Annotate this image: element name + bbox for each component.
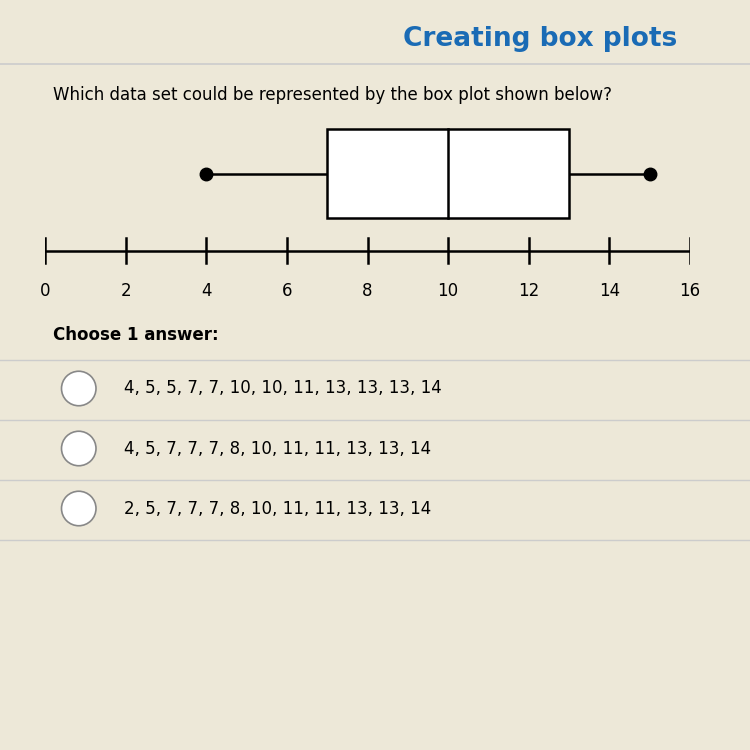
Text: 14: 14 bbox=[598, 282, 620, 300]
Text: 16: 16 bbox=[680, 282, 700, 300]
Text: 4: 4 bbox=[201, 282, 211, 300]
Text: 2, 5, 7, 7, 7, 8, 10, 11, 11, 13, 13, 14: 2, 5, 7, 7, 7, 8, 10, 11, 11, 13, 13, 14 bbox=[124, 500, 431, 517]
Text: 4, 5, 5, 7, 7, 10, 10, 11, 13, 13, 13, 14: 4, 5, 5, 7, 7, 10, 10, 11, 13, 13, 13, 1… bbox=[124, 380, 442, 398]
Text: 6: 6 bbox=[282, 282, 292, 300]
Text: B: B bbox=[74, 442, 83, 455]
Text: Creating box plots: Creating box plots bbox=[403, 26, 677, 53]
Bar bbox=[327, 129, 569, 218]
Text: A: A bbox=[74, 382, 83, 395]
Text: 12: 12 bbox=[518, 282, 539, 300]
Text: 8: 8 bbox=[362, 282, 373, 300]
Text: Choose 1 answer:: Choose 1 answer: bbox=[53, 326, 218, 344]
Text: 10: 10 bbox=[437, 282, 459, 300]
Text: 2: 2 bbox=[120, 282, 131, 300]
Text: 0: 0 bbox=[40, 282, 50, 300]
Text: 4, 5, 7, 7, 7, 8, 10, 11, 11, 13, 13, 14: 4, 5, 7, 7, 7, 8, 10, 11, 11, 13, 13, 14 bbox=[124, 440, 430, 458]
Text: C: C bbox=[74, 502, 83, 515]
Text: Which data set could be represented by the box plot shown below?: Which data set could be represented by t… bbox=[53, 86, 611, 104]
